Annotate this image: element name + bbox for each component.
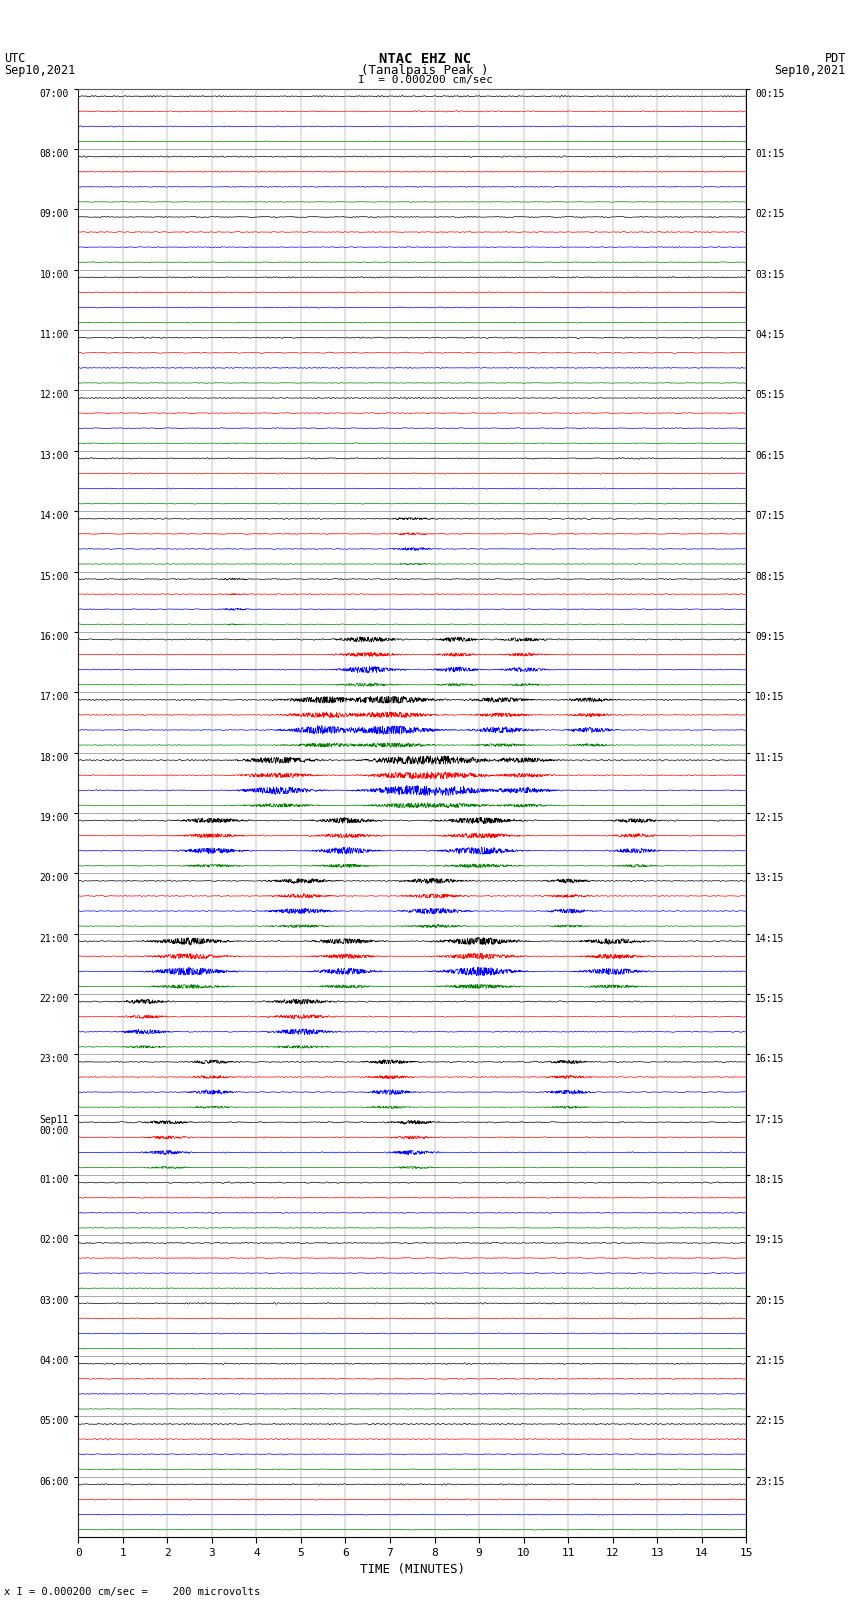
Text: NTAC EHZ NC: NTAC EHZ NC bbox=[379, 52, 471, 66]
Text: I  = 0.000200 cm/sec: I = 0.000200 cm/sec bbox=[358, 76, 492, 85]
Text: PDT: PDT bbox=[824, 52, 846, 66]
X-axis label: TIME (MINUTES): TIME (MINUTES) bbox=[360, 1563, 465, 1576]
Text: Sep10,2021: Sep10,2021 bbox=[4, 65, 76, 77]
Text: Sep10,2021: Sep10,2021 bbox=[774, 65, 846, 77]
Text: x I = 0.000200 cm/sec =    200 microvolts: x I = 0.000200 cm/sec = 200 microvolts bbox=[4, 1587, 260, 1597]
Text: (Tanalpais Peak ): (Tanalpais Peak ) bbox=[361, 65, 489, 77]
Text: UTC: UTC bbox=[4, 52, 26, 66]
